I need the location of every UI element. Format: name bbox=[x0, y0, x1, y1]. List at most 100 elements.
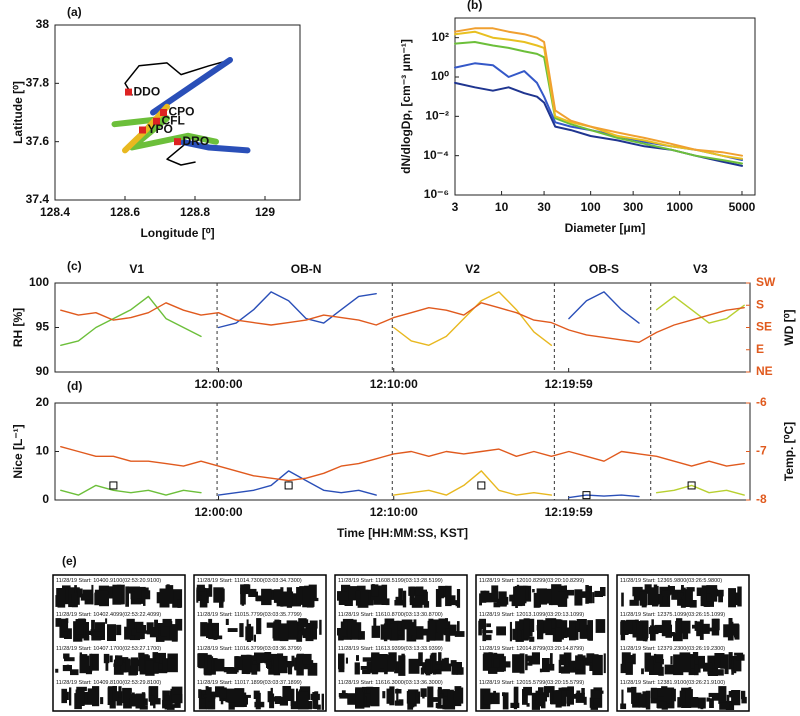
particle bbox=[83, 635, 90, 641]
particle bbox=[243, 697, 248, 705]
particle bbox=[384, 654, 394, 672]
image-caption: 11/28/19 Start: 10400.9100(02:53:20.9100… bbox=[56, 578, 161, 584]
image-caption: 11/28/19 Start: 11017.1899(03:03:37.1899… bbox=[197, 680, 302, 686]
data-line bbox=[60, 484, 202, 496]
particle-strip bbox=[338, 686, 464, 710]
particle bbox=[120, 662, 127, 673]
particle bbox=[396, 688, 399, 702]
particle bbox=[394, 661, 401, 674]
particle bbox=[213, 630, 218, 640]
particle bbox=[491, 585, 499, 603]
particle bbox=[384, 670, 388, 675]
particle bbox=[214, 658, 225, 672]
particle bbox=[240, 584, 251, 595]
particle bbox=[539, 668, 543, 673]
particle bbox=[435, 702, 442, 709]
particle bbox=[378, 655, 384, 669]
x-tick-label: 128.4 bbox=[40, 205, 70, 219]
image-caption-bg bbox=[477, 645, 607, 652]
particle bbox=[736, 654, 745, 661]
particle bbox=[690, 697, 699, 708]
particle bbox=[529, 636, 535, 642]
particle bbox=[373, 618, 377, 627]
particle bbox=[205, 686, 209, 697]
particle bbox=[106, 586, 113, 599]
particle bbox=[88, 630, 93, 636]
y2-tick-label: SW bbox=[756, 275, 776, 289]
panel-label: (b) bbox=[467, 0, 482, 12]
particle bbox=[572, 621, 580, 630]
particle bbox=[199, 595, 203, 600]
particle bbox=[630, 620, 639, 635]
particle bbox=[240, 587, 246, 605]
data-line bbox=[60, 295, 202, 346]
particle bbox=[159, 588, 170, 608]
particle bbox=[726, 694, 730, 707]
image-caption: 11/28/19 Start: 10402.4099(02:53:22.4099… bbox=[56, 612, 161, 618]
x-tick-label: 12:00:00 bbox=[195, 377, 243, 391]
particle bbox=[626, 655, 635, 663]
particle bbox=[94, 631, 104, 637]
particle bbox=[277, 653, 284, 657]
particle bbox=[196, 587, 207, 601]
x-tick-label: 30 bbox=[537, 200, 551, 214]
x-axis-label: Diameter [μm] bbox=[565, 221, 646, 235]
particle bbox=[198, 689, 202, 698]
data-line bbox=[217, 291, 377, 329]
particle bbox=[370, 687, 380, 707]
flight-track bbox=[178, 138, 251, 154]
particle bbox=[96, 590, 107, 604]
particle bbox=[402, 590, 407, 608]
particle bbox=[585, 657, 593, 663]
particle bbox=[312, 692, 318, 709]
particle bbox=[555, 690, 562, 708]
image-caption-bg bbox=[54, 645, 184, 652]
particle bbox=[130, 589, 142, 605]
particle bbox=[564, 589, 575, 596]
particle bbox=[279, 623, 289, 642]
particle bbox=[438, 652, 442, 669]
particle bbox=[256, 618, 262, 635]
particle bbox=[270, 687, 273, 702]
particle bbox=[489, 658, 500, 668]
particle bbox=[664, 687, 672, 704]
particle bbox=[661, 620, 672, 637]
site-marker bbox=[153, 117, 160, 125]
particle bbox=[63, 653, 70, 659]
particle bbox=[670, 656, 673, 665]
image-caption: 11/28/19 Start: 12013.1099(03:20:13.1099… bbox=[479, 612, 584, 618]
particle bbox=[203, 694, 208, 698]
particle bbox=[583, 696, 587, 705]
panel-label: (c) bbox=[67, 259, 82, 273]
particle bbox=[163, 700, 173, 705]
particle-strip bbox=[482, 652, 606, 676]
particle bbox=[479, 593, 482, 606]
particle bbox=[175, 618, 183, 631]
segment-label: V3 bbox=[693, 262, 708, 276]
image-caption: 11/28/19 Start: 12379.2300(03:26:19.2300… bbox=[620, 646, 725, 652]
particle bbox=[241, 659, 251, 674]
flight-track bbox=[150, 57, 233, 116]
particle bbox=[371, 584, 379, 597]
particle bbox=[364, 589, 374, 606]
particle bbox=[219, 687, 227, 699]
y2-axis-label: Temp. [⁰C] bbox=[782, 422, 796, 481]
particle bbox=[677, 599, 684, 606]
particle bbox=[83, 623, 86, 638]
x-tick-label: 12:10:00 bbox=[370, 377, 418, 391]
particle bbox=[337, 628, 347, 636]
site-label: YPO bbox=[148, 122, 173, 136]
particle bbox=[286, 620, 298, 640]
particle bbox=[661, 590, 671, 596]
flight-track bbox=[124, 59, 231, 96]
particle bbox=[389, 623, 398, 641]
data-line bbox=[393, 470, 553, 496]
image-caption: 11/28/19 Start: 10407.1700(02:53:27.1700… bbox=[56, 646, 161, 652]
particle bbox=[724, 654, 729, 675]
particle bbox=[629, 599, 639, 606]
particle bbox=[278, 655, 288, 674]
particle bbox=[600, 587, 606, 597]
x-tick-label: 5000 bbox=[729, 200, 756, 214]
particle bbox=[410, 586, 415, 605]
